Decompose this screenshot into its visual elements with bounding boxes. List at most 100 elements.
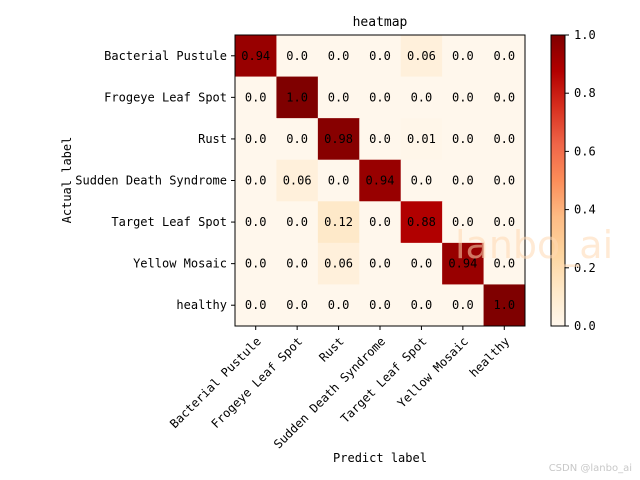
cell-value-r2-c5: 0.0 [452,132,474,146]
heatmap-cell-r0-c2 [317,35,360,78]
cell-value-r5-c6: 0.0 [493,257,515,271]
cell-value-r2-c4: 0.01 [407,132,436,146]
heatmap-cell-r2-c6 [483,118,526,161]
heatmap-cell-r4-c2 [317,201,360,244]
y-tick-label-2: Rust [198,132,227,146]
heatmap-cell-r1-c5 [442,76,485,119]
cell-value-r1-c3: 0.0 [369,90,391,104]
x-tick-label-5: Yellow Mosaic [395,334,471,410]
x-tick-label-2: Rust [316,334,346,364]
y-tick-label-6: healthy [176,298,227,312]
cell-value-r1-c5: 0.0 [452,90,474,104]
cell-value-r1-c0: 0.0 [245,90,267,104]
cell-value-r3-c4: 0.0 [411,174,433,188]
cell-value-r0-c4: 0.06 [407,49,436,63]
cell-value-r2-c3: 0.0 [369,132,391,146]
heatmap-cell-labels: 0.94 0.0 0.0 0.0 0.06 0.0 0.0 0.0 1.0 0.0 0.0 0.0 0.… [241,49,515,312]
heatmap-cell-r1-c3 [359,76,402,119]
heatmap-cell-r0-c5 [442,35,485,78]
colorbar-tick-label-3: 0.6 [574,144,596,158]
heatmap-cell-r6-c5 [442,284,485,327]
colorbar-tick-label-1: 0.2 [574,261,596,275]
heatmap-cell-r3-c6 [483,159,526,202]
heatmap-cell-r4-c1 [276,201,319,244]
cell-value-r4-c6: 0.0 [493,215,515,229]
footer-credit: CSDN @lanbo_ai [548,463,632,474]
heatmap-cell-r3-c3 [359,159,402,202]
cell-value-r4-c5: 0.0 [452,215,474,229]
cell-value-r0-c0: 0.94 [241,49,270,63]
heatmap-cell-r0-c6 [483,35,526,78]
colorbar-tick-label-4: 0.8 [574,86,596,100]
heatmap-cell-r4-c0 [235,201,277,244]
heatmap-cell-r6-c1 [276,284,319,327]
cell-value-r1-c6: 0.0 [493,90,515,104]
heatmap-cell-r5-c3 [359,242,402,285]
cell-value-r6-c4: 0.0 [411,298,433,312]
heatmap-cell-r6-c2 [317,284,360,327]
heatmap-cell-r4-c3 [359,201,402,244]
heatmap-cell-r0-c4 [400,35,443,78]
heatmap-cell-r2-c3 [359,118,402,161]
heatmap-cell-r2-c4 [400,118,443,161]
heatmap-cell-r2-c1 [276,118,319,161]
cell-value-r0-c3: 0.0 [369,49,391,63]
cell-value-r3-c6: 0.0 [493,174,515,188]
chart-title: heatmap [353,15,408,30]
y-axis-label: Actual label [60,137,74,224]
y-tick-label-4: Target Leaf Spot [111,215,227,229]
heatmap-cell-r4-c4 [400,201,443,244]
colorbar-ticks: 0.0 0.2 0.4 0.6 0.8 1.0 [565,28,596,333]
heatmap-cell-r0-c3 [359,35,402,78]
heatmap-cell-r2-c2 [317,118,360,161]
cell-value-r2-c6: 0.0 [493,132,515,146]
heatmap-cell-r1-c4 [400,76,443,119]
cell-value-r3-c1: 0.06 [283,174,312,188]
heatmap-cell-r3-c4 [400,159,443,202]
heatmap-cells [235,35,526,327]
heatmap-cell-r3-c2 [317,159,360,202]
heatmap-cell-r6-c0 [235,284,277,327]
heatmap-cell-r5-c5 [442,242,485,285]
cell-value-r4-c2: 0.12 [324,215,353,229]
cell-value-r4-c1: 0.0 [286,215,308,229]
cell-value-r0-c5: 0.0 [452,49,474,63]
colorbar-tick-label-2: 0.4 [574,203,596,217]
cell-value-r3-c2: 0.0 [328,174,350,188]
cell-value-r5-c2: 0.06 [324,257,353,271]
y-tick-label-1: Frogeye Leaf Spot [104,90,227,104]
cell-value-r5-c0: 0.0 [245,257,267,271]
cell-value-r0-c6: 0.0 [493,49,515,63]
heatmap-cell-r1-c1 [276,76,319,119]
heatmap-cell-r4-c5 [442,201,485,244]
cell-value-r6-c6: 1.0 [493,298,515,312]
heatmap-cell-r2-c0 [235,118,277,161]
cell-value-r5-c1: 0.0 [286,257,308,271]
heatmap-cell-r4-c6 [483,201,526,244]
cell-value-r0-c2: 0.0 [328,49,350,63]
heatmap-cell-r5-c0 [235,242,277,285]
heatmap-cell-r3-c0 [235,159,277,202]
cell-value-r0-c1: 0.0 [286,49,308,63]
watermark: lanbo_ai [455,223,613,267]
heatmap-cell-r1-c6 [483,76,526,119]
cell-value-r6-c5: 0.0 [452,298,474,312]
y-tick-label-5: Yellow Mosaic [133,257,227,271]
cell-value-r4-c4: 0.88 [407,215,436,229]
cell-value-r6-c1: 0.0 [286,298,308,312]
cell-value-r2-c0: 0.0 [245,132,267,146]
cell-value-r4-c3: 0.0 [369,215,391,229]
cell-value-r1-c2: 0.0 [328,90,350,104]
cell-value-r5-c3: 0.0 [369,257,391,271]
cell-value-r6-c3: 0.0 [369,298,391,312]
cell-value-r1-c4: 0.0 [411,90,433,104]
heatmap-cell-r5-c2 [317,242,360,285]
colorbar-tick-label-0: 0.0 [574,319,596,333]
heatmap-cell-r0-c0 [235,35,277,78]
heatmap-cell-r5-c6 [483,242,526,285]
heatmap-cell-r5-c4 [400,242,443,285]
colorbar-tick-label-5: 1.0 [574,28,596,42]
y-tick-label-3: Sudden Death Syndrome [75,174,227,188]
